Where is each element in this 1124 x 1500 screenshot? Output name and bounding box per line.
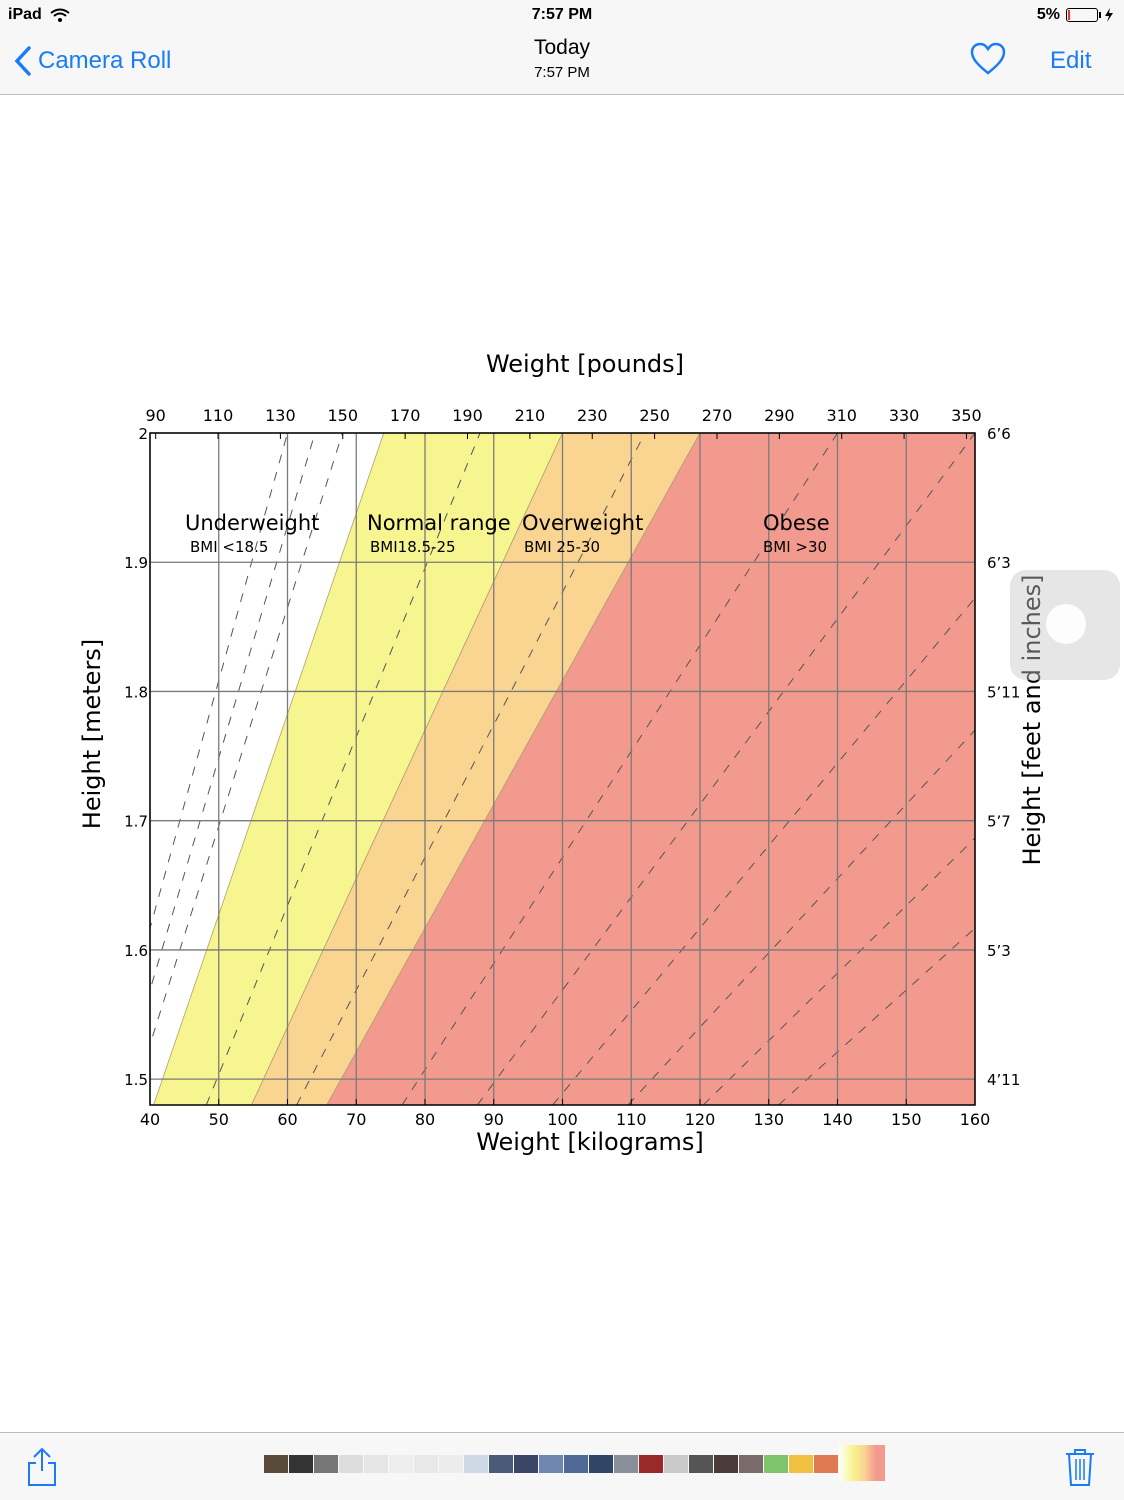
delete-button[interactable] [1064, 1447, 1096, 1492]
charging-bolt-icon [1105, 8, 1113, 22]
top-tick-label: 210 [515, 406, 546, 425]
right-axis-label: Height [feet and inches] [1018, 574, 1046, 865]
bmi-dashed-line [401, 433, 838, 1105]
battery-percent: 5% [1036, 6, 1060, 23]
x-tick-label: 140 [822, 1110, 853, 1129]
nav-bar: Camera Roll Today 7:57 PM Edit [0, 30, 1124, 95]
right-tick-label: 6’6 [987, 425, 1011, 443]
x-tick-label: 80 [415, 1110, 435, 1129]
x-tick-label: 100 [547, 1110, 578, 1129]
category-label: Overweight [522, 511, 643, 535]
y-tick-label: 2 [138, 425, 148, 443]
top-tick-label: 330 [889, 406, 920, 425]
category-range-label: BMI 25-30 [524, 538, 600, 556]
y-axis-label: Height [meters] [78, 639, 106, 829]
nav-subtitle-text: 7:57 PM [534, 64, 590, 81]
x-tick-label: 130 [753, 1110, 784, 1129]
x-tick-label: 120 [685, 1110, 716, 1129]
right-tick-label: 5’11 [987, 683, 1020, 701]
plot-frame [149, 432, 976, 1106]
wifi-icon [50, 8, 70, 22]
bmi-dashed-line [205, 433, 481, 1105]
trash-icon [1066, 1449, 1094, 1486]
top-tick-label: 270 [702, 406, 733, 425]
x-tick-label: 90 [484, 1110, 504, 1129]
edit-button[interactable]: Edit [1050, 47, 1092, 74]
category-label: Underweight [185, 511, 319, 535]
right-tick-label: 5’7 [987, 813, 1011, 831]
x-tick-label: 60 [277, 1110, 297, 1129]
nav-title-text: Today [533, 36, 591, 59]
assistive-touch-button[interactable] [1010, 570, 1120, 680]
battery-icon [1066, 8, 1101, 22]
y-tick-label: 1.8 [124, 683, 148, 701]
top-tick-label: 190 [452, 406, 483, 425]
obese-band [326, 433, 975, 1105]
y-tick-label: 1.5 [124, 1071, 148, 1089]
category-label: Obese [763, 511, 830, 535]
top-tick-label: 250 [639, 406, 670, 425]
share-icon [28, 1447, 56, 1486]
photo-thumbnail-strip[interactable] [264, 1445, 885, 1481]
bmi-chart: 40 50 60 70 80 90 100 110 120 130 140 150 160 1.5 1.6 1… [78, 350, 1046, 1156]
bmi-dashed-line [627, 729, 975, 1105]
device-label: iPad [8, 6, 42, 23]
x-tick-label: 50 [209, 1110, 229, 1129]
top-tick-label: 90 [145, 406, 165, 425]
right-tick-label: 4’11 [987, 1071, 1020, 1089]
status-time: 7:57 PM [531, 6, 593, 23]
bmi-dashed-line [778, 927, 975, 1105]
y-tick-label: 1.6 [124, 942, 148, 960]
heart-icon [970, 42, 1006, 75]
category-label: Normal range [367, 511, 511, 535]
bottom-toolbar [0, 1432, 1124, 1500]
share-button[interactable] [26, 1447, 58, 1492]
x-tick-label: 160 [960, 1110, 991, 1129]
x-tick-label: 70 [346, 1110, 366, 1129]
top-tick-label: 230 [577, 406, 608, 425]
status-bar: iPad 7:57 PM 5% [0, 0, 1124, 30]
x-tick-label: 110 [616, 1110, 647, 1129]
top-tick-label: 350 [951, 406, 982, 425]
right-tick-label: 6’3 [987, 554, 1011, 572]
bmi-dashed-line [150, 433, 316, 992]
bmi-dashed-line [296, 433, 646, 1105]
category-range-label: BMI18.5-25 [370, 538, 456, 556]
x-axis-label: Weight [kilograms] [476, 1128, 704, 1156]
top-tick-label: 130 [265, 406, 296, 425]
normal-range-band [153, 433, 563, 1105]
top-tick-label: 310 [826, 406, 857, 425]
y-tick-label: 1.9 [124, 554, 148, 572]
x-tick-label: 150 [891, 1110, 922, 1129]
top-tick-label: 110 [203, 406, 234, 425]
overweight-band [251, 433, 701, 1105]
y-tick-label: 1.7 [124, 813, 148, 831]
category-range-label: BMI >30 [763, 538, 827, 556]
chevron-left-icon [14, 46, 31, 76]
category-range-label: BMI <18.5 [190, 538, 268, 556]
top-tick-label: 150 [327, 406, 358, 425]
x-tick-label: 40 [140, 1110, 160, 1129]
favorite-button[interactable] [970, 42, 1006, 81]
top-axis-label: Weight [pounds] [486, 350, 684, 378]
nav-title: Today 7:57 PM [0, 36, 1124, 81]
back-button[interactable]: Camera Roll [14, 46, 171, 76]
top-tick-label: 170 [390, 406, 421, 425]
bmi-dashed-line [150, 433, 288, 931]
top-tick-label: 290 [764, 406, 795, 425]
back-button-label: Camera Roll [38, 47, 172, 74]
bmi-dashed-line [552, 597, 975, 1105]
bmi-dashed-line [476, 433, 975, 1105]
right-tick-label: 5’3 [987, 942, 1011, 960]
